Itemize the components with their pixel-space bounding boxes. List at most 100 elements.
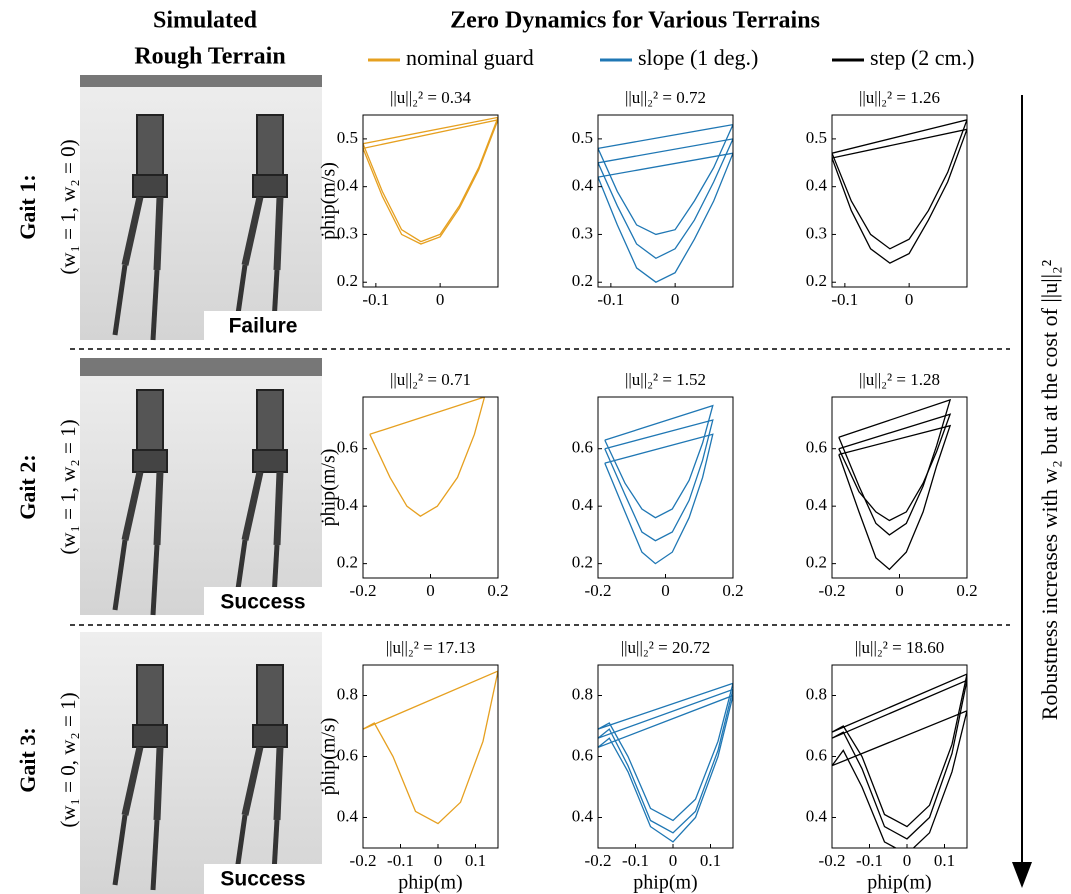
row-params: (w₁ = 1, w₂ = 1) xyxy=(56,419,80,554)
y-tick-label: 0.5 xyxy=(337,128,358,147)
row-params: (w₁ = 0, w₂ = 1) xyxy=(56,692,80,827)
x-tick-label: 0 xyxy=(426,581,435,600)
plot-area xyxy=(363,117,498,244)
y-tick-label: 0.2 xyxy=(572,271,593,290)
x-tick-label: 0.1 xyxy=(700,851,721,870)
x-tick-label: 0 xyxy=(903,851,912,870)
x-tick-label: 0.1 xyxy=(465,851,486,870)
plot-area xyxy=(839,400,950,570)
x-tick-label: -0.1 xyxy=(831,290,858,309)
y-tick-label: 0.2 xyxy=(572,553,593,572)
y-tick-label: 0.6 xyxy=(337,745,358,764)
axes-box xyxy=(832,115,967,287)
panel-title: ||u||₂² = 0.71 xyxy=(390,370,471,389)
row-label: Gait 3: xyxy=(15,727,40,792)
y-tick-label: 0.5 xyxy=(806,128,827,147)
snapshot-row xyxy=(80,632,322,894)
left-header: Rough Terrain xyxy=(134,44,285,70)
y-tick-label: 0.4 xyxy=(572,176,594,195)
x-tick-label: -0.2 xyxy=(585,851,612,870)
axes-box xyxy=(363,115,498,287)
y-tick-label: 0.4 xyxy=(806,806,828,825)
curve xyxy=(598,153,733,282)
y-tick-label: 0.4 xyxy=(806,495,828,514)
x-tick-label: 0 xyxy=(669,851,678,870)
x-axis-label: phip(m) xyxy=(867,872,931,894)
curve xyxy=(363,117,498,241)
y-tick-label: 0.2 xyxy=(337,271,358,290)
left-header: Simulated xyxy=(153,8,258,34)
panel-title: ||u||₂² = 1.26 xyxy=(859,88,940,107)
y-tick-label: 0.8 xyxy=(337,684,358,703)
y-tick-label: 0.6 xyxy=(572,745,593,764)
x-tick-label: 0 xyxy=(895,581,904,600)
panel-title: ||u||₂² = 1.52 xyxy=(625,370,706,389)
x-tick-label: 0 xyxy=(661,581,670,600)
x-tick-label: -0.2 xyxy=(819,851,846,870)
y-tick-label: 0.8 xyxy=(806,684,827,703)
y-tick-label: 0.3 xyxy=(337,223,358,242)
y-axis-label: ṗhip(m/s) xyxy=(318,718,340,796)
y-tick-label: 0.8 xyxy=(572,684,593,703)
y-tick-label: 0.2 xyxy=(337,553,358,572)
curve xyxy=(605,434,713,563)
panel-title: ||u||₂² = 20.72 xyxy=(621,638,710,657)
legend-label: nominal guard xyxy=(406,45,534,70)
x-tick-label: 0 xyxy=(436,290,445,309)
x-tick-label: -0.2 xyxy=(819,581,846,600)
x-tick-label: 0 xyxy=(671,290,680,309)
y-tick-label: 0.6 xyxy=(337,438,358,457)
row-label: Gait 2: xyxy=(15,454,40,519)
x-tick-label: 0.2 xyxy=(487,581,508,600)
y-tick-label: 0.5 xyxy=(572,128,593,147)
panel-title: ||u||₂² = 0.72 xyxy=(625,88,706,107)
panel-title: ||u||₂² = 17.13 xyxy=(386,638,475,657)
y-tick-label: 0.6 xyxy=(806,745,827,764)
curve xyxy=(363,671,498,824)
y-tick-label: 0.4 xyxy=(337,806,359,825)
plot-area xyxy=(363,671,498,824)
curve xyxy=(363,120,498,244)
y-tick-label: 0.3 xyxy=(572,223,593,242)
x-axis-label: phip(m) xyxy=(633,872,697,894)
curve xyxy=(832,711,967,854)
curve xyxy=(832,129,967,263)
plot-area xyxy=(598,683,733,842)
legend-label: step (2 cm.) xyxy=(870,45,974,70)
panel-title: ||u||₂² = 1.28 xyxy=(859,370,940,389)
y-tick-label: 0.4 xyxy=(806,176,828,195)
curve xyxy=(839,426,950,570)
plot-area xyxy=(598,125,733,283)
snapshot-row xyxy=(80,75,322,340)
x-tick-label: 0.1 xyxy=(934,851,955,870)
outcome-label: Success xyxy=(220,868,305,891)
legend-label: slope (1 deg.) xyxy=(638,45,758,70)
x-axis-label: phip(m) xyxy=(398,872,462,894)
plot-area xyxy=(832,120,967,263)
arrow-head xyxy=(1012,862,1032,888)
x-tick-label: -0.1 xyxy=(597,290,624,309)
curve xyxy=(598,125,733,235)
x-tick-label: -0.1 xyxy=(622,851,649,870)
y-tick-label: 0.2 xyxy=(806,271,827,290)
y-tick-label: 0.4 xyxy=(337,176,359,195)
curve xyxy=(370,397,485,516)
x-tick-label: 0 xyxy=(434,851,443,870)
y-tick-label: 0.6 xyxy=(806,438,827,457)
plot-area xyxy=(370,397,485,516)
right-header: Zero Dynamics for Various Terrains xyxy=(450,8,820,34)
side-note: Robustness increases with w₂ but at the … xyxy=(1037,259,1062,720)
y-tick-label: 0.4 xyxy=(337,495,359,514)
x-tick-label: -0.1 xyxy=(856,851,883,870)
y-axis-label: ṗhip(m/s) xyxy=(318,162,340,240)
row-params: (w₁ = 1, w₂ = 0) xyxy=(56,139,80,274)
x-tick-label: -0.2 xyxy=(350,851,377,870)
curve xyxy=(598,689,733,832)
y-tick-label: 0.6 xyxy=(572,438,593,457)
plot-area xyxy=(605,406,713,564)
plot-area xyxy=(832,674,967,854)
figure: Simulated Rough Terrain Zero Dynamics fo… xyxy=(0,0,1071,894)
axes-box xyxy=(832,665,967,848)
snapshot-row xyxy=(80,358,322,615)
axes-box xyxy=(598,397,733,578)
